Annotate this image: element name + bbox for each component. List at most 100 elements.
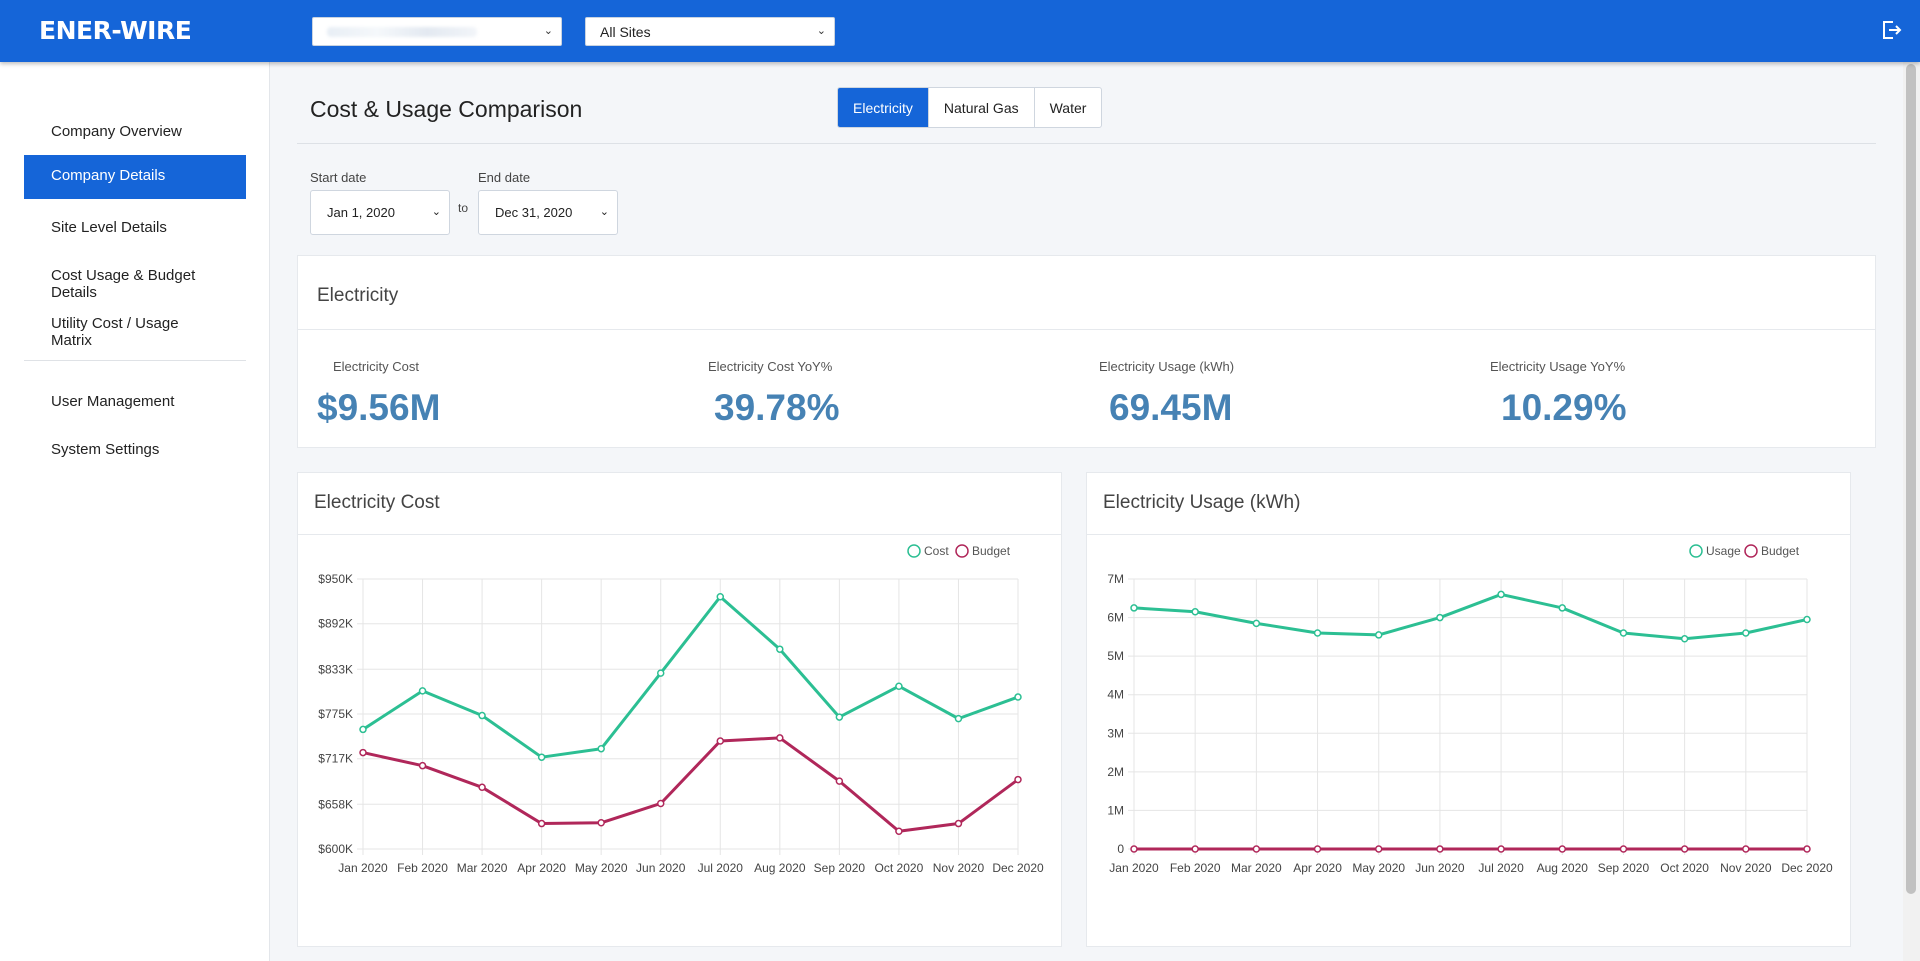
data-point (1252, 619, 1261, 628)
end-date-select[interactable]: Dec 31, 2020 ⌄ (478, 190, 618, 235)
y-tick-label: $892K (318, 617, 353, 631)
sidebar-item-label: Company Overview (51, 123, 182, 140)
data-point (1252, 845, 1261, 853)
data-point (537, 819, 546, 828)
x-tick-label: Mar 2020 (1231, 861, 1282, 875)
y-tick-label: 5M (1107, 649, 1124, 663)
company-select[interactable]: ⌄ (312, 17, 562, 46)
kpi-value: 69.45M (1109, 387, 1233, 428)
start-date-value: Jan 1, 2020 (327, 205, 395, 220)
start-date-select[interactable]: Jan 1, 2020 ⌄ (310, 190, 450, 235)
y-tick-label: $600K (318, 842, 353, 856)
page-scrollbar[interactable] (1903, 62, 1920, 961)
data-point (359, 748, 367, 757)
site-select[interactable]: All Sites ⌄ (585, 17, 835, 46)
y-tick-label: 2M (1107, 765, 1124, 779)
data-point (1742, 629, 1750, 637)
data-point (1436, 613, 1444, 622)
legend-label: Usage (1706, 544, 1741, 558)
x-tick-label: Feb 2020 (1170, 861, 1221, 875)
legend-label: Cost (924, 544, 949, 558)
sidebar-item-company-overview[interactable]: Company Overview (24, 111, 246, 155)
x-tick-label: Aug 2020 (754, 861, 806, 875)
x-tick-label: Jan 2020 (338, 861, 388, 875)
sidebar-item-company-details[interactable]: Company Details (24, 155, 246, 199)
x-tick-label: Nov 2020 (933, 861, 985, 875)
data-point (954, 819, 963, 828)
scrollbar-thumb[interactable] (1906, 64, 1916, 894)
legend-marker (955, 544, 969, 558)
card-header: Electricity Usage (kWh) (1087, 473, 1850, 535)
data-point (716, 592, 725, 601)
chevron-down-icon: ⌄ (431, 206, 441, 218)
legend-label: Budget (972, 544, 1011, 558)
data-point (1619, 629, 1628, 637)
card-title: Electricity (317, 285, 399, 306)
y-tick-label: 3M (1107, 726, 1124, 740)
chevron-down-icon: ⌄ (543, 25, 553, 37)
sidebar-item-utility-matrix[interactable]: Utility Cost / Usage Matrix (24, 303, 246, 349)
data-point (1680, 845, 1689, 853)
electricity-usage-card: Electricity Usage (kWh) 0 1M 2M 3M 4M 5M 6M 7M J… (1086, 472, 1851, 947)
x-tick-label: Apr 2020 (1293, 861, 1342, 875)
data-point (1014, 693, 1022, 701)
kpi-value: 39.78% (714, 387, 840, 428)
x-tick-label: Oct 2020 (875, 861, 924, 875)
tab-water[interactable]: Water (1049, 100, 1087, 116)
sidebar-item-label: Utility Cost / Usage Matrix (51, 315, 179, 349)
y-tick-label: 7M (1107, 572, 1124, 586)
data-point (597, 819, 605, 827)
x-tick-label: Feb 2020 (397, 861, 448, 875)
x-tick-label: Jul 2020 (1478, 861, 1524, 875)
brand-logo[interactable]: ENER-WIRE (39, 16, 192, 45)
kpi-label: Electricity Usage YoY% (1490, 359, 1626, 374)
tab-electricity[interactable]: Electricity (838, 88, 929, 127)
data-point (776, 645, 784, 653)
data-point (418, 761, 427, 770)
chevron-down-icon: ⌄ (599, 206, 609, 218)
data-point (478, 711, 486, 720)
data-point (1497, 590, 1505, 599)
data-point (895, 827, 903, 836)
y-tick-label: $775K (318, 707, 353, 721)
y-tick-label: $950K (318, 572, 353, 586)
card-header: Electricity (298, 256, 1875, 330)
legend-marker (1744, 544, 1758, 558)
data-point (1313, 629, 1322, 637)
data-point (1191, 608, 1199, 616)
data-point (656, 669, 665, 677)
data-point (1436, 845, 1444, 853)
x-tick-label: Jun 2020 (636, 861, 686, 875)
x-tick-label: Jan 2020 (1109, 861, 1159, 875)
sidebar-item-label: Company Details (51, 167, 166, 184)
chart-title: Electricity Cost (314, 492, 440, 513)
sidebar-item-system-settings[interactable]: System Settings (24, 429, 246, 473)
logout-icon[interactable] (1880, 19, 1902, 41)
data-point (1313, 845, 1322, 853)
data-point (776, 734, 784, 742)
y-tick-label: $717K (318, 752, 353, 766)
sidebar-item-user-management[interactable]: User Management (24, 381, 246, 425)
data-point (478, 783, 486, 792)
data-point (1803, 845, 1811, 853)
data-point (1130, 845, 1138, 853)
y-tick-label: 0 (1117, 842, 1124, 856)
sidebar-item-label: Site Level Details (51, 219, 167, 236)
y-tick-label: 6M (1107, 611, 1124, 625)
x-tick-label: Dec 2020 (992, 861, 1044, 875)
data-point (835, 777, 844, 785)
sidebar-item-label: Cost Usage & Budget Details (51, 267, 196, 301)
sidebar-item-cost-usage-budget[interactable]: Cost Usage & Budget Details (24, 255, 246, 301)
x-tick-label: Nov 2020 (1720, 861, 1772, 875)
x-tick-label: Aug 2020 (1537, 861, 1589, 875)
data-point (1497, 845, 1505, 853)
sidebar: Company Overview Company Details Site Le… (0, 62, 270, 961)
y-tick-label: 4M (1107, 688, 1124, 702)
x-tick-label: Dec 2020 (1781, 861, 1833, 875)
data-point (1374, 631, 1383, 639)
tab-natural-gas[interactable]: Natural Gas (929, 88, 1035, 127)
sidebar-item-site-level-details[interactable]: Site Level Details (24, 207, 246, 251)
data-point (597, 744, 605, 753)
chevron-down-icon: ⌄ (816, 25, 826, 37)
x-tick-label: Jul 2020 (698, 861, 744, 875)
